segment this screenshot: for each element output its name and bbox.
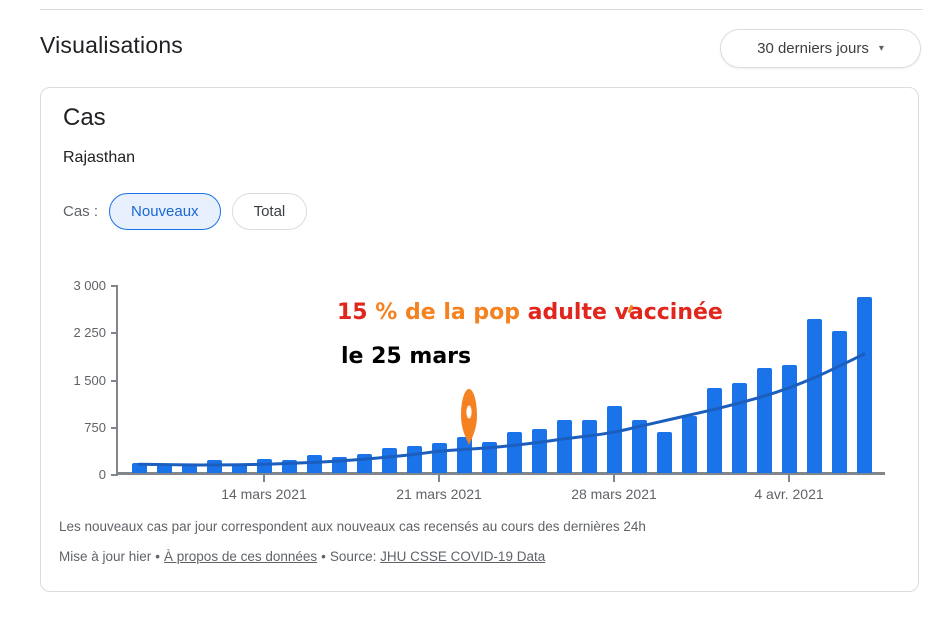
updated-label: Mise à jour hier — [59, 549, 152, 564]
y-axis-label: 1 500 — [73, 372, 106, 388]
filter-label: Cas : — [63, 203, 99, 220]
chart-area: 0 750 1 500 2 250 3 000 14 mars 2021 21 mars 2… — [66, 278, 896, 516]
bar-23-mars[interactable] — [481, 441, 497, 473]
x-axis-label: 4 avr. 2021 — [754, 486, 824, 502]
chevron-down-icon: ▾ — [878, 43, 884, 54]
y-axis-tick — [111, 426, 118, 429]
page-title: Visualisations — [40, 32, 184, 58]
y-axis-label: 3 000 — [73, 278, 106, 293]
chart-footnote: Les nouveaux cas par jour correspondent … — [59, 519, 646, 534]
source-prefix: Source: — [329, 549, 377, 564]
x-axis-label: 21 mars 2021 — [396, 486, 482, 502]
cases-card: Cas Rajasthan Cas : Nouveaux Total 0 750 1… — [40, 87, 919, 592]
chip-nouveaux[interactable]: Nouveaux — [109, 193, 221, 230]
filter-row: Cas : Nouveaux Total — [63, 193, 308, 230]
card-title: Cas — [63, 104, 106, 131]
bar-15-mars[interactable] — [281, 460, 297, 473]
vaccination-arrow-icon — [460, 388, 478, 450]
bar-14-mars[interactable] — [256, 458, 272, 473]
x-axis-tick — [438, 475, 440, 482]
bar-9-mars[interactable] — [131, 462, 147, 473]
bar-21-mars[interactable] — [431, 442, 447, 473]
bar-19-mars[interactable] — [381, 448, 397, 473]
y-axis-label: 2 250 — [73, 325, 106, 341]
bar-1-avr-[interactable] — [706, 388, 722, 473]
source-link[interactable]: JHU CSSE COVID-19 Data — [380, 549, 546, 564]
date-range-selector[interactable]: 30 derniers jours ▾ — [720, 29, 921, 68]
chart-plot — [116, 286, 885, 475]
chip-total[interactable]: Total — [231, 193, 308, 230]
top-divider — [40, 9, 923, 10]
bar-3-avr-[interactable] — [756, 368, 772, 473]
y-axis-tick — [111, 379, 118, 382]
bar-6-avr-[interactable] — [831, 331, 847, 473]
bar-7-avr-[interactable] — [856, 297, 872, 473]
x-axis-label: 28 mars 2021 — [571, 486, 657, 502]
annotation-pct-pop: % de la pop — [367, 300, 528, 325]
bar-30-mars[interactable] — [656, 432, 672, 473]
bar-17-mars[interactable] — [331, 457, 347, 473]
bar-2-avr-[interactable] — [731, 382, 747, 473]
bar-25-mars[interactable] — [531, 428, 547, 473]
bar-18-mars[interactable] — [356, 454, 372, 473]
bar-20-mars[interactable] — [406, 445, 422, 473]
bar-16-mars[interactable] — [306, 455, 322, 473]
annotation-adulte-vaccinee: adulte vaccinée — [527, 300, 723, 325]
bar-10-mars[interactable] — [156, 464, 172, 473]
card-subtitle: Rajasthan — [63, 149, 136, 166]
bar-12-mars[interactable] — [206, 459, 222, 473]
bar-13-mars[interactable] — [231, 464, 247, 473]
bar-26-mars[interactable] — [556, 420, 572, 473]
date-range-label: 30 derniers jours — [757, 40, 869, 57]
bar-11-mars[interactable] — [181, 463, 197, 473]
bar-24-mars[interactable] — [506, 432, 522, 473]
annotation-line2: le 25 mars — [341, 344, 472, 369]
x-axis-tick — [263, 475, 265, 482]
y-axis-tick — [111, 332, 118, 335]
x-axis-label: 14 mars 2021 — [221, 486, 307, 502]
separator-dot: • — [155, 549, 161, 564]
x-axis-tick — [613, 475, 615, 482]
bar-5-avr-[interactable] — [806, 319, 822, 473]
y-axis-label: 750 — [84, 419, 106, 435]
bar-31-mars[interactable] — [681, 416, 697, 473]
y-axis-tick — [111, 285, 118, 287]
bar-4-avr-[interactable] — [781, 364, 797, 473]
separator-dot: • — [321, 549, 326, 564]
annotation-15: 15 — [337, 300, 368, 325]
annotation-line1: 15 % de la pop adulte vaccinée — [337, 300, 723, 325]
bar-29-mars[interactable] — [631, 419, 647, 473]
y-axis-tick — [111, 474, 118, 476]
bar-28-mars[interactable] — [606, 406, 622, 473]
chart-meta: Mise à jour hier • À propos de ces données… — [59, 549, 545, 564]
x-axis-tick — [788, 475, 790, 482]
y-axis-label: 0 — [98, 467, 106, 482]
about-data-link[interactable]: À propos de ces données — [164, 549, 318, 564]
bar-27-mars[interactable] — [581, 420, 597, 473]
